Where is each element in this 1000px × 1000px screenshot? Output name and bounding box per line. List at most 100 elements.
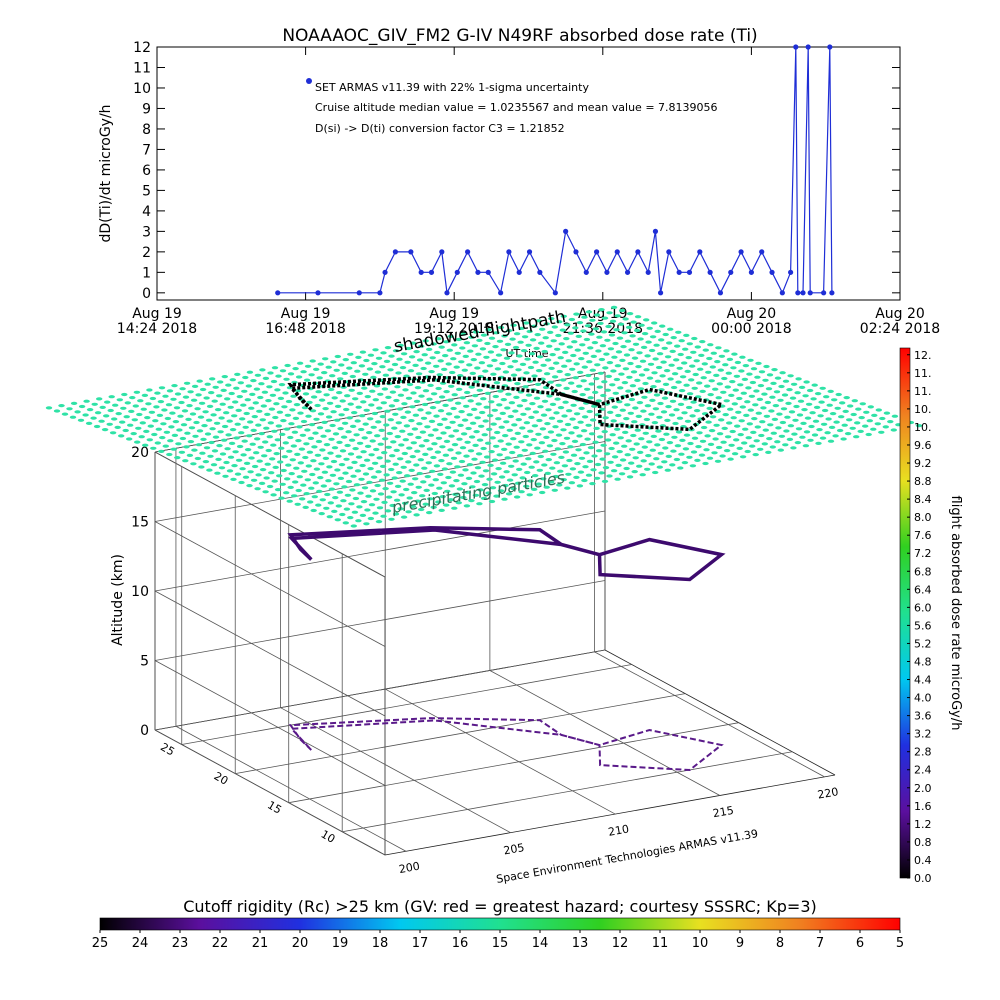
particle xyxy=(219,402,226,406)
particle xyxy=(186,404,193,408)
particle xyxy=(567,331,574,335)
particle xyxy=(338,463,346,467)
particle xyxy=(546,444,554,448)
particle xyxy=(369,439,376,443)
particle xyxy=(617,386,624,390)
data-point xyxy=(657,290,664,296)
particle xyxy=(762,378,769,382)
data-point xyxy=(583,269,589,275)
particle xyxy=(406,382,414,387)
particle xyxy=(763,414,771,418)
particle xyxy=(455,337,462,342)
colorbar-tick-label: 5.6 xyxy=(914,619,932,632)
particle xyxy=(486,364,494,368)
particle xyxy=(715,445,723,450)
particle xyxy=(248,456,255,460)
particle xyxy=(560,428,567,432)
particle xyxy=(328,437,335,441)
grid-line xyxy=(154,660,386,786)
particle xyxy=(317,412,325,416)
particle xyxy=(279,432,286,436)
particle xyxy=(475,352,482,356)
particle xyxy=(739,355,746,359)
particle xyxy=(504,342,512,346)
particle xyxy=(832,434,839,438)
particle xyxy=(432,478,439,482)
particle xyxy=(748,394,756,398)
particle xyxy=(388,404,396,408)
particle xyxy=(631,420,638,424)
particle xyxy=(691,436,699,440)
particle xyxy=(539,427,547,431)
particle xyxy=(675,380,682,384)
particle xyxy=(863,410,870,414)
particle xyxy=(483,355,490,359)
particle xyxy=(293,403,301,407)
particle xyxy=(402,388,409,392)
particle xyxy=(799,435,806,439)
particle xyxy=(390,490,397,494)
data-point xyxy=(707,269,713,275)
particle xyxy=(415,372,423,376)
particle xyxy=(175,442,182,446)
particle xyxy=(330,410,337,414)
particle xyxy=(101,428,109,432)
particle xyxy=(589,482,596,486)
particle xyxy=(661,396,669,400)
particle xyxy=(526,493,533,497)
particle xyxy=(561,464,569,468)
particle xyxy=(294,502,301,506)
particle xyxy=(347,516,354,520)
particle xyxy=(562,450,570,454)
particle xyxy=(261,390,269,394)
particle xyxy=(215,457,222,461)
particle xyxy=(589,318,596,322)
particle xyxy=(266,435,273,439)
particle xyxy=(397,507,404,511)
particle xyxy=(339,512,346,517)
particle xyxy=(659,324,666,328)
particle xyxy=(808,424,815,429)
particle xyxy=(708,379,715,383)
particle xyxy=(304,428,311,432)
colorbar-tick-label: 20 xyxy=(292,936,309,951)
particle xyxy=(204,382,211,386)
particle xyxy=(515,418,522,422)
particle xyxy=(573,312,580,316)
particle xyxy=(328,487,336,491)
particle xyxy=(321,371,328,375)
particle xyxy=(484,441,492,445)
particle xyxy=(585,310,593,314)
particle xyxy=(359,463,366,468)
particle xyxy=(466,413,473,417)
particle xyxy=(563,436,571,440)
particle xyxy=(288,422,295,426)
particle xyxy=(751,417,758,421)
particle xyxy=(695,445,702,449)
particle xyxy=(559,328,566,332)
particle xyxy=(278,496,285,500)
particle xyxy=(591,341,599,345)
particle xyxy=(691,336,698,341)
particle xyxy=(682,447,690,451)
particle xyxy=(162,444,169,448)
particle xyxy=(593,476,601,480)
particle xyxy=(322,357,329,361)
particle xyxy=(179,387,186,391)
particle xyxy=(329,473,337,477)
particle xyxy=(443,340,450,344)
particle xyxy=(528,415,535,419)
particle xyxy=(258,382,265,386)
particle xyxy=(777,398,784,402)
particle xyxy=(413,463,420,467)
particle xyxy=(313,417,320,421)
particle xyxy=(399,366,407,370)
particle xyxy=(527,429,534,433)
particle xyxy=(375,520,383,524)
particle xyxy=(850,412,857,417)
particle xyxy=(586,360,593,364)
particle xyxy=(364,444,372,448)
particle xyxy=(463,404,470,408)
particle xyxy=(429,469,436,473)
particle xyxy=(146,438,153,442)
